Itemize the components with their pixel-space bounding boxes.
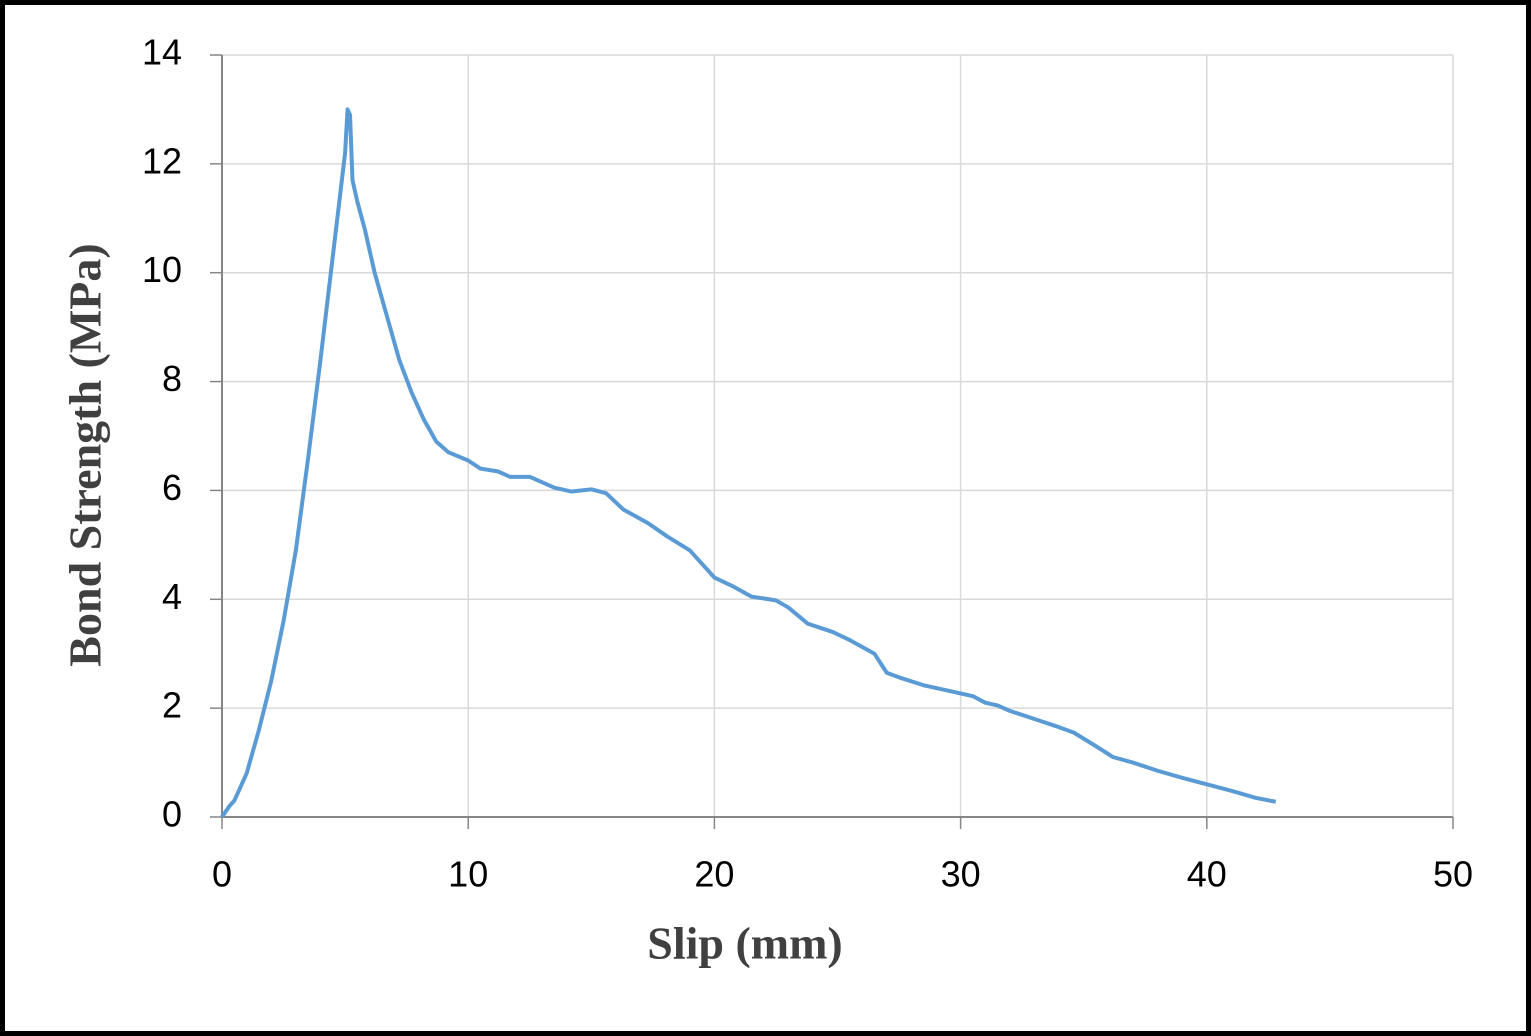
y-tick-label: 10	[142, 249, 182, 290]
y-axis-title: Bond Strength (MPa)	[60, 243, 111, 666]
y-tick-label: 6	[162, 467, 182, 508]
x-tick-label: 20	[694, 854, 734, 895]
y-tick-label: 12	[142, 140, 182, 181]
y-tick-label: 4	[162, 576, 182, 617]
data-line	[220, 107, 1277, 819]
y-tick-label: 8	[162, 358, 182, 399]
x-tick-label: 10	[448, 854, 488, 895]
x-tick-label: 30	[941, 854, 981, 895]
y-tick-label: 14	[142, 32, 182, 73]
y-tick-label: 2	[162, 685, 182, 726]
x-tick-label: 40	[1187, 854, 1227, 895]
x-tick-label: 0	[212, 854, 232, 895]
x-tick-label: 50	[1433, 854, 1473, 895]
y-tick-label: 0	[162, 794, 182, 835]
x-axis-title: Slip (mm)	[647, 918, 843, 969]
